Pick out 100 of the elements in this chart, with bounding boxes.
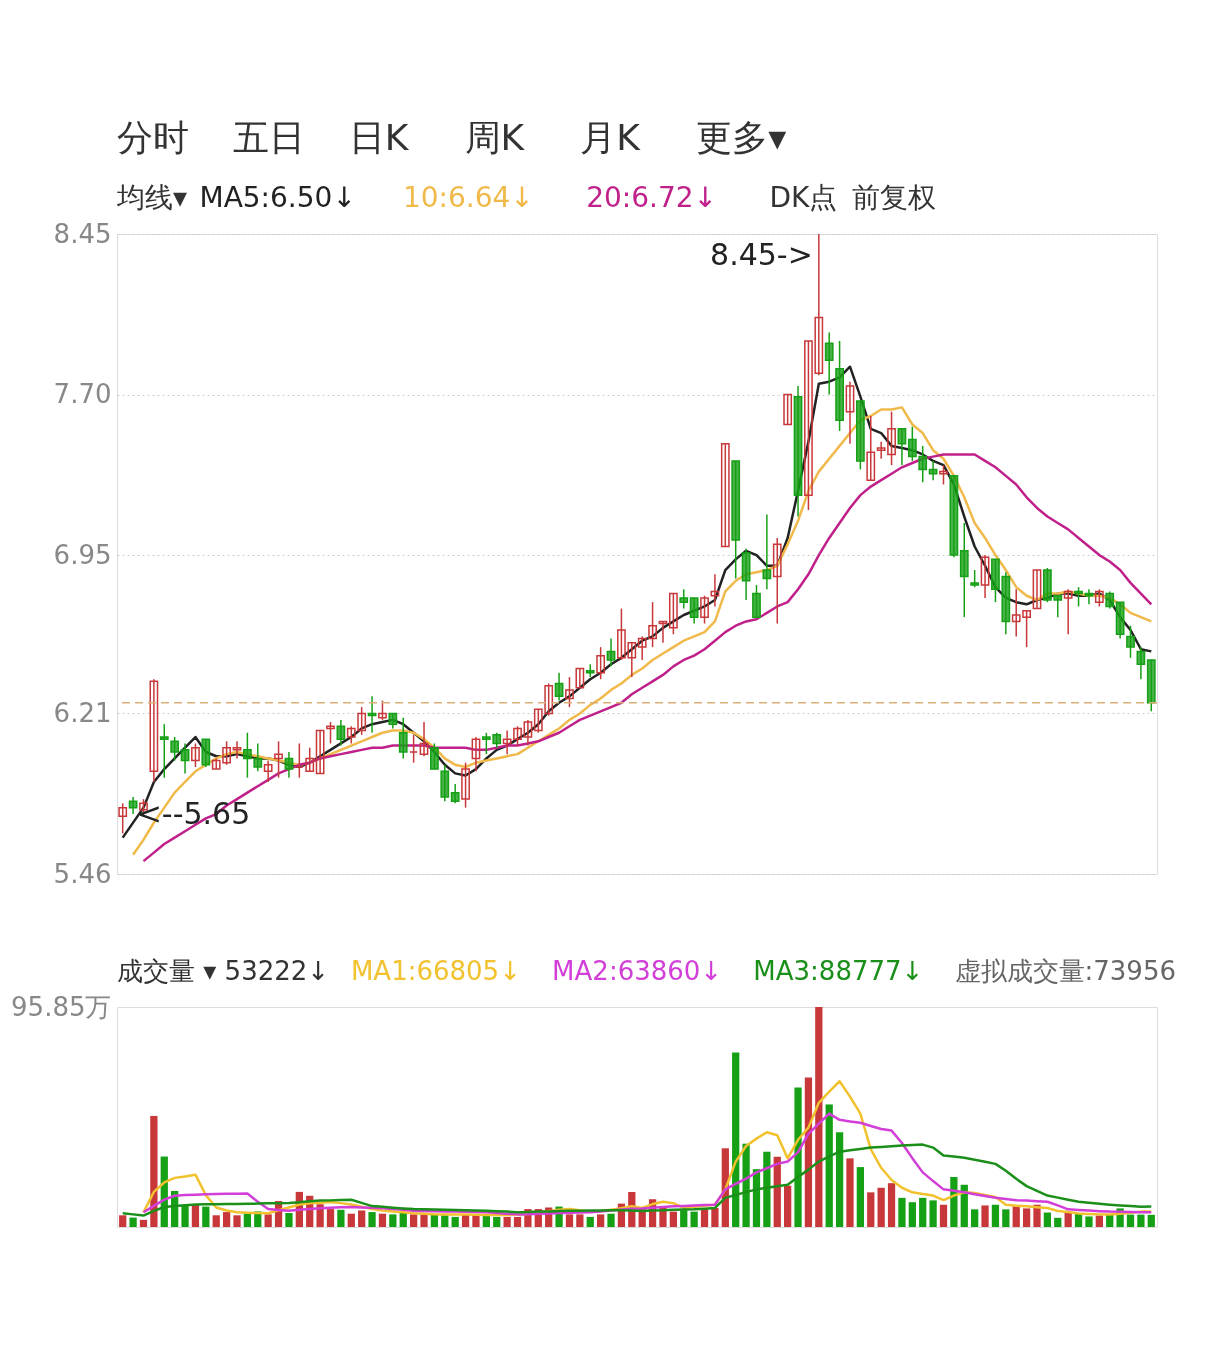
candlestick [461, 761, 470, 809]
bar [1095, 1215, 1103, 1227]
candlestick [305, 746, 315, 773]
candlestick [679, 588, 689, 610]
candlestick [845, 380, 855, 445]
bar [1064, 1212, 1072, 1227]
bar [867, 1192, 875, 1227]
bar [732, 1052, 740, 1227]
candlestick [191, 742, 200, 768]
candlestick [1126, 624, 1135, 659]
candlestick [471, 736, 481, 773]
candlestick [284, 751, 294, 779]
candlestick [897, 428, 907, 466]
bar [451, 1216, 459, 1227]
bar [150, 1115, 158, 1227]
bar [1043, 1212, 1052, 1227]
bar [264, 1214, 272, 1227]
text: 10:6.64↓ [402, 181, 534, 214]
candlestick [263, 759, 273, 783]
text: 五日 [232, 117, 305, 158]
bar [887, 1183, 896, 1227]
text: 虚拟成交量:73956 [954, 956, 1176, 986]
bar [711, 1207, 719, 1227]
bar [576, 1214, 584, 1227]
candlestick [783, 393, 793, 426]
candlestick [118, 802, 128, 835]
text: 成交量 ▾ [117, 956, 217, 986]
text: MA3:88777↓ [753, 956, 924, 986]
text: 周K [464, 117, 526, 158]
candlestick [232, 740, 242, 760]
bar [825, 1104, 833, 1227]
text: 日K [348, 117, 410, 158]
y-tick-label: 8.45 [53, 218, 112, 249]
candlestick [430, 742, 439, 770]
bar [441, 1215, 449, 1227]
bar [846, 1158, 854, 1227]
candlestick [575, 667, 585, 689]
candlestick [450, 783, 460, 805]
candlestick [565, 676, 574, 708]
bar [399, 1213, 407, 1227]
bar [939, 1204, 948, 1227]
candlestick [710, 573, 720, 608]
text: 分时 [117, 117, 189, 158]
bar [243, 1213, 252, 1227]
bar [1012, 1206, 1020, 1227]
bar [513, 1216, 522, 1227]
bar [690, 1211, 698, 1227]
bar [409, 1214, 418, 1227]
candlestick [170, 736, 180, 762]
candlestick [398, 717, 408, 760]
bar [119, 1215, 127, 1227]
bar [503, 1216, 511, 1227]
bar [493, 1216, 501, 1227]
candlestick [980, 554, 990, 599]
annotation: 8.45-> [710, 237, 813, 272]
bar [877, 1187, 885, 1227]
bar [337, 1209, 345, 1227]
candlestick [1063, 588, 1073, 636]
y-tick-label: 6.95 [53, 539, 112, 570]
text: 更多▾ [696, 117, 787, 158]
candlestick [585, 663, 595, 678]
text: 月K [580, 117, 642, 158]
bar [358, 1210, 366, 1227]
bar [929, 1200, 937, 1227]
bar [898, 1197, 906, 1227]
bar [794, 1087, 802, 1227]
bar [763, 1151, 771, 1227]
candlestick [606, 637, 616, 668]
bar [607, 1213, 615, 1227]
candlestick [939, 464, 948, 486]
bar [597, 1214, 605, 1227]
bar [368, 1212, 376, 1227]
bar [389, 1214, 397, 1227]
candlestick [1074, 586, 1083, 608]
bar [784, 1185, 792, 1227]
text: DK点 [769, 181, 838, 214]
bar [222, 1212, 231, 1227]
bar [856, 1167, 865, 1227]
candlestick [315, 729, 325, 775]
candlestick [866, 415, 876, 481]
candlestick [378, 699, 387, 721]
candlestick [762, 513, 772, 591]
text: MA2:63860↓ [552, 956, 723, 986]
y-tick-label: 95.85万 [11, 991, 112, 1022]
bar [1137, 1214, 1145, 1227]
candlestick [700, 594, 709, 625]
candlestick [596, 646, 606, 680]
bar [347, 1213, 355, 1227]
candlestick [689, 597, 699, 625]
bar [139, 1219, 148, 1227]
candlestick [668, 592, 678, 636]
bar [815, 1007, 823, 1227]
text: MA1:66805↓ [350, 956, 521, 986]
candlestick [720, 443, 730, 548]
candlestick [274, 740, 283, 779]
bar [565, 1214, 574, 1227]
y-tick-label: 5.46 [53, 858, 112, 889]
candlestick [180, 742, 190, 775]
bar [991, 1204, 1000, 1227]
bar [181, 1205, 189, 1227]
